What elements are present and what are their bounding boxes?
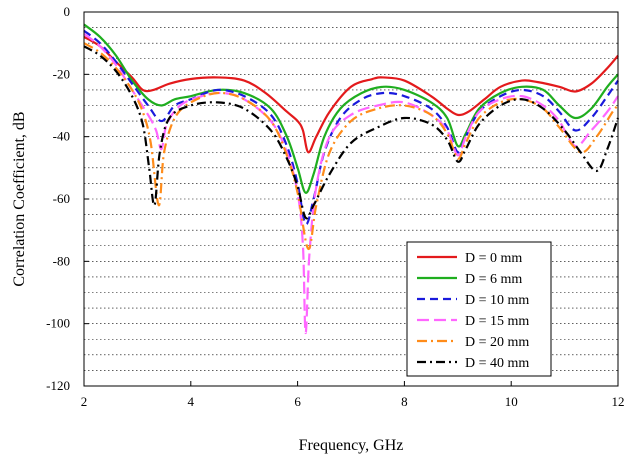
legend-label: D = 0 mm <box>465 251 522 266</box>
x-tick-label: 12 <box>612 394 624 409</box>
x-tick-label: 6 <box>294 394 301 409</box>
series-line-d-10-mm <box>83 29 619 226</box>
legend: D = 0 mm D = 6 mm D = 10 mm D = 15 mm D = 20… <box>406 241 552 377</box>
x-tick-label: 2 <box>81 394 88 409</box>
y-tick-label: -40 <box>53 129 70 144</box>
series-line-d-0-mm <box>83 35 619 154</box>
x-tick-label: 4 <box>188 394 195 409</box>
legend-label: D = 20 mm <box>465 335 529 350</box>
series-layer <box>83 23 620 335</box>
series-line-d-15-mm <box>83 32 619 335</box>
legend-label: D = 10 mm <box>465 293 529 308</box>
y-tick-label: -60 <box>53 191 70 206</box>
y-tick-label: -80 <box>53 253 70 268</box>
legend-label: D = 40 mm <box>465 356 529 371</box>
x-axis-title: Frequency, GHz <box>299 437 404 454</box>
series-line-d-40-mm <box>83 45 620 220</box>
y-tick-label: -20 <box>53 66 70 81</box>
y-tick-label: -120 <box>46 378 70 393</box>
y-tick-label: 0 <box>64 4 71 19</box>
x-tick-label: 8 <box>401 394 408 409</box>
series-line-d-6-mm <box>83 23 619 194</box>
x-tick-label: 10 <box>505 394 518 409</box>
y-axis-title: Correlation Coefficient, dB <box>11 111 28 286</box>
tick-layer: 2 4 6 8 10 12 0 -20 -40 -60 -80 -100 -120 <box>46 4 624 409</box>
legend-box <box>406 241 552 377</box>
y-tick-label: -100 <box>46 316 70 331</box>
legend-label: D = 15 mm <box>465 314 529 329</box>
legend-label: D = 6 mm <box>465 272 522 287</box>
